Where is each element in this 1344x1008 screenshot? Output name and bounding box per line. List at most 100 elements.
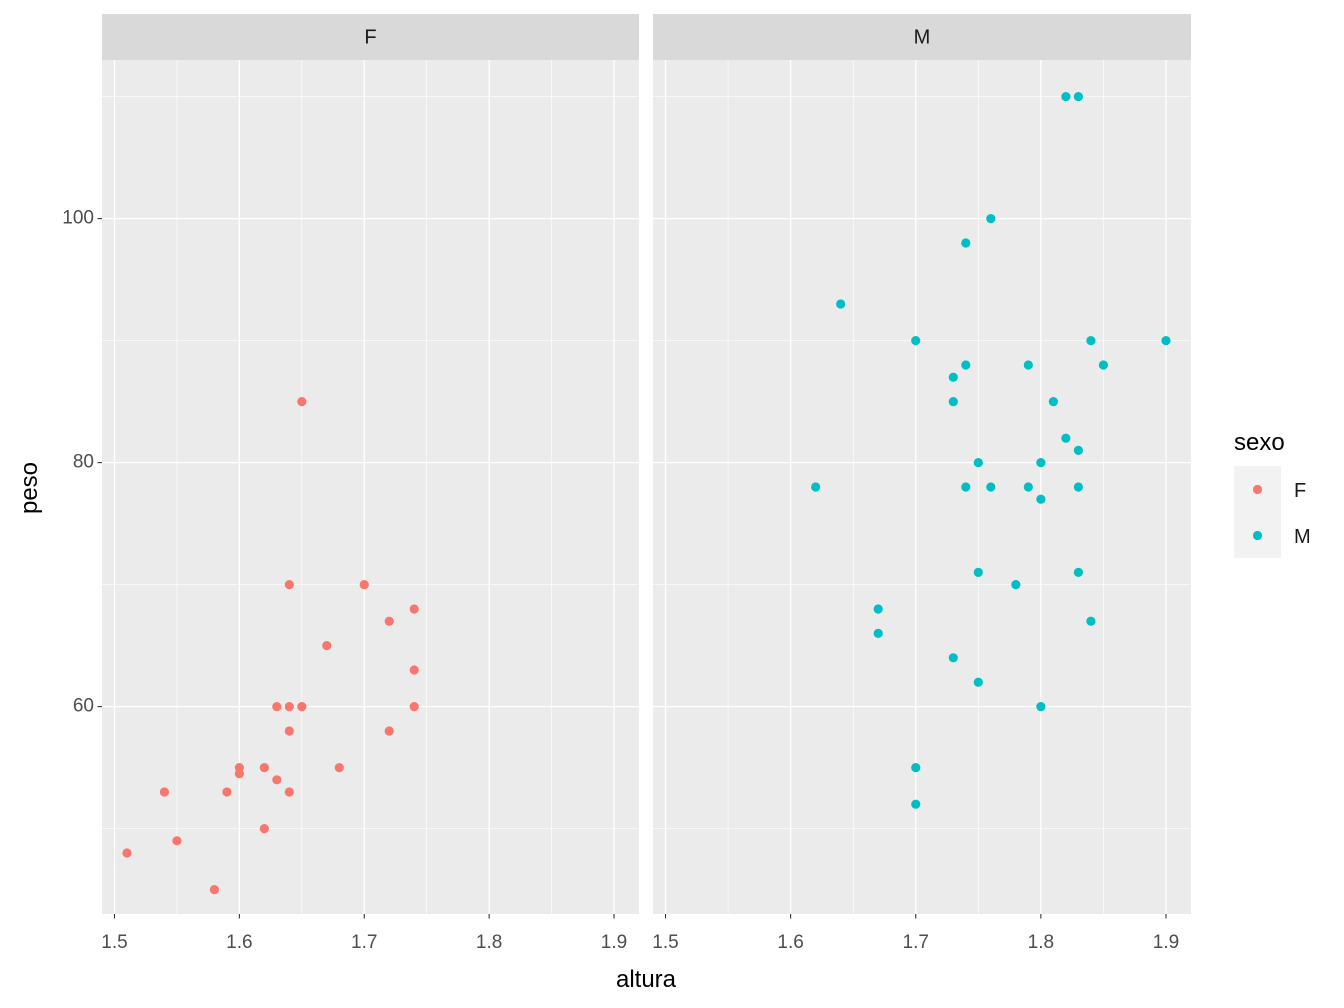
x-axis-title: altura xyxy=(616,966,677,993)
x-tick-label: 1.8 xyxy=(1028,932,1054,953)
data-point-m xyxy=(948,653,958,663)
data-point-f xyxy=(259,824,269,834)
data-point-m xyxy=(911,336,921,346)
data-point-m xyxy=(1048,397,1058,407)
data-point-m xyxy=(1036,458,1046,468)
minor-grid xyxy=(653,60,1191,914)
data-point-f xyxy=(322,641,332,651)
strip-background xyxy=(653,14,1191,60)
data-point-f xyxy=(297,397,307,407)
y-axis-ticks: 60 80 100 xyxy=(62,208,102,717)
minor-grid xyxy=(102,60,639,914)
data-point-m xyxy=(1036,494,1046,504)
x-tick-label: 1.9 xyxy=(1153,932,1179,953)
data-point-m xyxy=(1073,445,1083,455)
data-point-m xyxy=(1073,92,1083,102)
facet-panel-m: M 1.5 1.6 1.7 1.8 1.9 xyxy=(652,14,1191,953)
data-point-m xyxy=(1023,360,1033,370)
y-tick-label: 100 xyxy=(62,208,94,229)
strip-label: F xyxy=(364,26,376,48)
strip-label: M xyxy=(914,26,931,48)
data-point-f xyxy=(259,763,269,773)
data-point-m xyxy=(873,604,883,614)
data-point-m xyxy=(873,628,883,639)
strip-background xyxy=(102,14,639,60)
data-point-f xyxy=(334,763,344,773)
data-point-m xyxy=(1086,616,1096,626)
data-point-m xyxy=(986,482,996,492)
data-point-f xyxy=(409,665,419,675)
data-point-f xyxy=(159,787,170,797)
x-tick-label: 1.9 xyxy=(601,932,627,953)
legend-keys-background xyxy=(1234,466,1281,558)
x-tick-label: 1.6 xyxy=(226,932,252,953)
data-point-f xyxy=(172,836,182,846)
y-tick-label: 80 xyxy=(73,452,94,473)
x-tick-label: 1.5 xyxy=(101,932,127,953)
data-point-f xyxy=(234,769,244,779)
x-tick-label: 1.6 xyxy=(777,932,803,953)
data-point-f xyxy=(284,726,294,736)
data-point-f xyxy=(209,885,219,895)
data-point-m xyxy=(973,458,983,468)
data-point-m xyxy=(948,397,958,407)
legend-entry-m: M xyxy=(1252,526,1311,548)
points-layer xyxy=(811,92,1171,809)
data-point-m xyxy=(961,482,971,492)
points-layer xyxy=(122,397,419,895)
data-point-m xyxy=(1061,92,1071,102)
legend: sexo F M xyxy=(1234,429,1311,558)
facet-panel-f: F 1.5 1.6 1.7 1.8 1.9 xyxy=(101,14,639,953)
data-point-f xyxy=(222,787,232,797)
data-point-m xyxy=(961,360,971,370)
data-point-f xyxy=(297,702,307,712)
panel-background xyxy=(653,60,1191,914)
data-point-m xyxy=(973,677,983,687)
legend-label-m: M xyxy=(1294,526,1311,548)
data-point-f xyxy=(272,702,282,712)
data-point-m xyxy=(1086,336,1096,346)
legend-key-m xyxy=(1252,530,1263,541)
data-point-m xyxy=(911,799,921,809)
data-point-m xyxy=(973,567,983,578)
y-tick-label: 60 xyxy=(73,696,94,717)
data-point-m xyxy=(1098,360,1109,370)
data-point-m xyxy=(811,482,821,492)
x-tick-label: 1.7 xyxy=(903,932,929,953)
data-point-m xyxy=(836,299,846,309)
data-point-m xyxy=(1061,433,1071,443)
data-point-f xyxy=(409,702,419,712)
data-point-m xyxy=(1073,567,1083,578)
data-point-m xyxy=(1161,336,1171,346)
major-grid xyxy=(102,60,639,914)
data-point-f xyxy=(272,775,282,785)
legend-label-f: F xyxy=(1294,480,1306,502)
data-point-m xyxy=(1011,580,1021,590)
data-point-m xyxy=(1073,482,1083,492)
data-point-m xyxy=(948,372,958,382)
x-axis-ticks: 1.5 1.6 1.7 1.8 1.9 xyxy=(652,914,1179,953)
data-point-m xyxy=(1036,702,1046,712)
legend-entry-f: F xyxy=(1252,480,1306,502)
data-point-m xyxy=(961,238,971,248)
data-point-f xyxy=(284,580,294,590)
x-tick-label: 1.8 xyxy=(476,932,502,953)
x-tick-label: 1.7 xyxy=(351,932,377,953)
data-point-f xyxy=(284,702,294,712)
legend-title: sexo xyxy=(1234,429,1285,456)
data-point-f xyxy=(384,616,394,626)
x-tick-label: 1.5 xyxy=(652,932,678,953)
data-point-f xyxy=(384,726,394,736)
legend-key-f xyxy=(1252,484,1263,495)
panel-background xyxy=(102,60,639,914)
data-point-m xyxy=(1023,482,1033,492)
y-axis-title: peso xyxy=(16,462,43,514)
data-point-m xyxy=(986,214,996,224)
data-point-f xyxy=(284,787,294,797)
data-point-f xyxy=(122,848,132,858)
data-point-m xyxy=(911,763,921,773)
data-point-f xyxy=(409,604,419,614)
data-point-f xyxy=(359,580,369,590)
x-axis-ticks: 1.5 1.6 1.7 1.8 1.9 xyxy=(101,914,627,953)
